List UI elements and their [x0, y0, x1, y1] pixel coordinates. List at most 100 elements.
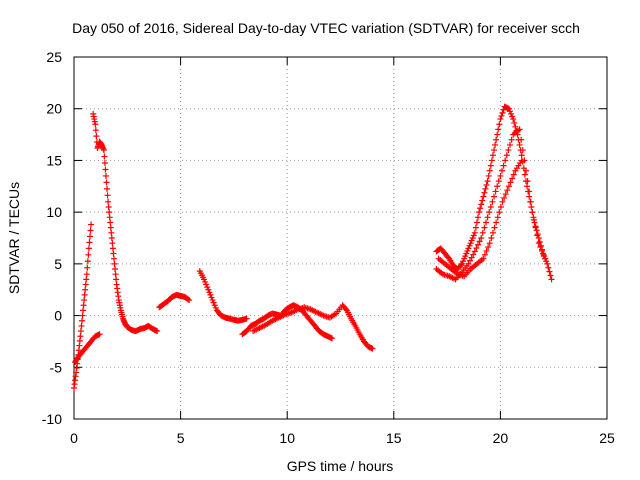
- data-point: [470, 251, 477, 258]
- data-point: [495, 178, 502, 185]
- data-point: [110, 255, 117, 262]
- data-point: [83, 271, 90, 278]
- data-point: [518, 157, 525, 164]
- data-point: [489, 198, 496, 205]
- data-point: [86, 233, 93, 240]
- data-point: [530, 216, 537, 223]
- data-point: [105, 198, 112, 205]
- data-point: [491, 147, 498, 154]
- data-point: [107, 224, 114, 231]
- y-tick-label: 15: [46, 152, 62, 168]
- data-point: [526, 193, 533, 200]
- x-axis-title: GPS time / hours: [287, 458, 394, 474]
- data-point: [498, 112, 505, 119]
- data-point: [521, 171, 528, 178]
- data-point: [104, 192, 111, 199]
- data-point: [487, 203, 494, 210]
- data-point: [185, 296, 192, 303]
- data-point: [510, 116, 517, 123]
- data-point: [106, 209, 113, 216]
- data-point: [516, 126, 523, 133]
- data-point: [497, 203, 504, 210]
- data-point: [85, 245, 92, 252]
- data-point: [479, 229, 486, 236]
- data-point: [506, 141, 513, 148]
- data-point: [528, 203, 535, 210]
- data-point: [496, 209, 503, 216]
- data-point: [104, 185, 111, 192]
- data-point: [489, 229, 496, 236]
- y-tick-label: -10: [42, 411, 62, 427]
- series-segment-1b: [72, 331, 103, 366]
- data-point: [547, 272, 554, 279]
- x-tick-label: 15: [386, 430, 402, 446]
- data-point: [509, 175, 516, 182]
- data-point: [497, 172, 504, 179]
- data-point: [84, 258, 91, 265]
- x-tick-labels: 0 5 10 15 20 25: [70, 430, 615, 446]
- data-point: [109, 245, 116, 252]
- data-point: [532, 224, 539, 231]
- data-point: [457, 262, 464, 269]
- data-point: [529, 209, 536, 216]
- data-point: [495, 126, 502, 133]
- data-point: [78, 317, 85, 324]
- series-segment-2: [90, 110, 161, 335]
- data-point: [497, 116, 504, 123]
- data-point: [486, 209, 493, 216]
- data-point: [478, 201, 485, 208]
- data-point: [92, 121, 99, 128]
- data-point: [77, 328, 84, 335]
- data-point: [106, 214, 113, 221]
- data-point: [548, 276, 555, 283]
- data-point: [102, 166, 109, 173]
- data-point: [487, 162, 494, 169]
- data-point: [85, 251, 92, 258]
- data-point: [540, 251, 547, 258]
- data-point: [481, 224, 488, 231]
- data-point: [471, 229, 478, 236]
- data-point: [105, 203, 112, 210]
- series-segment-4: [196, 268, 250, 324]
- data-point: [186, 297, 193, 304]
- data-point: [527, 198, 534, 205]
- data-point: [110, 250, 117, 257]
- data-point: [88, 221, 95, 228]
- data-point: [480, 255, 487, 262]
- data-point: [526, 188, 533, 195]
- series-segment-3: [156, 291, 193, 311]
- plot-frame: [73, 56, 608, 420]
- data-point: [479, 197, 486, 204]
- y-axis-title: SDTVAR / TECUs: [6, 182, 22, 294]
- data-point: [111, 260, 118, 267]
- series-segment-6c: [435, 157, 525, 280]
- data-point: [101, 160, 108, 167]
- data-point: [524, 183, 531, 190]
- data-point: [502, 191, 509, 198]
- x-tick-label: 10: [279, 430, 295, 446]
- data-point: [467, 257, 474, 264]
- data-point: [93, 133, 100, 140]
- y-tick-label: 5: [54, 256, 62, 272]
- data-point: [243, 315, 250, 322]
- data-point: [475, 241, 482, 248]
- data-point: [485, 244, 492, 251]
- series-segment-6a: [433, 103, 555, 283]
- data-point: [369, 345, 376, 352]
- data-point: [502, 157, 509, 164]
- data-point: [493, 136, 500, 143]
- data-point: [494, 183, 501, 190]
- data-point: [80, 307, 87, 314]
- series-segment-6b: [433, 126, 549, 283]
- x-tick-label: 5: [177, 430, 185, 446]
- data-point: [84, 264, 91, 271]
- data-point: [499, 198, 506, 205]
- data-point: [107, 219, 114, 226]
- data-point: [481, 189, 488, 196]
- data-point: [503, 152, 510, 159]
- data-point: [537, 244, 544, 251]
- data-point: [86, 239, 93, 246]
- data-point: [473, 245, 480, 252]
- data-point: [468, 254, 475, 261]
- axis-ticks: [73, 56, 608, 420]
